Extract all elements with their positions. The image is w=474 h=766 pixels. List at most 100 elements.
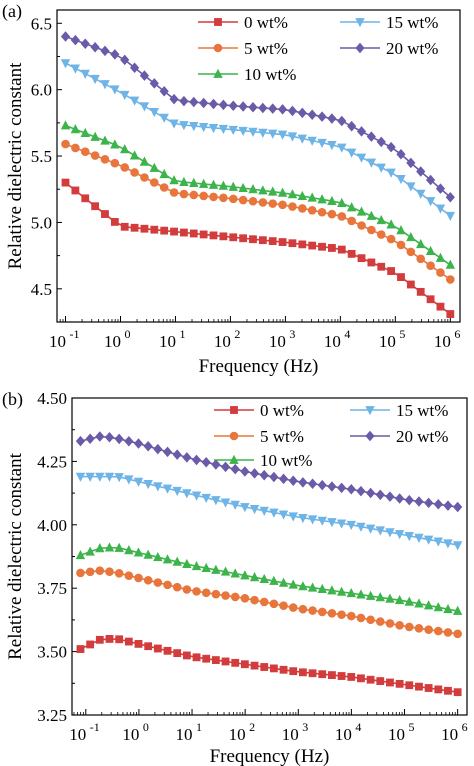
legend-marker <box>355 42 365 54</box>
data-point <box>277 104 288 115</box>
data-point <box>220 461 231 473</box>
series-line <box>80 435 458 508</box>
data-point <box>367 258 376 267</box>
data-point <box>433 537 443 547</box>
data-point <box>337 610 346 619</box>
data-point <box>179 189 189 199</box>
x-tick-exponent: -1 <box>70 327 80 341</box>
data-point <box>444 686 452 695</box>
y-tick-label: 4.5 <box>31 280 52 299</box>
data-point <box>278 200 287 210</box>
data-point <box>375 489 385 501</box>
data-point <box>149 162 160 172</box>
data-point <box>85 567 95 577</box>
data-point <box>192 587 201 596</box>
data-point <box>445 191 455 203</box>
panel-label: (b) <box>2 389 23 410</box>
data-point <box>357 254 366 263</box>
data-point <box>179 121 189 131</box>
data-point <box>249 504 260 515</box>
x-tick-exponent: 6 <box>462 720 468 734</box>
data-point <box>201 493 211 504</box>
data-point <box>435 252 446 262</box>
data-point <box>95 472 105 482</box>
data-point <box>259 506 269 516</box>
data-point <box>198 178 209 188</box>
data-point <box>230 568 240 578</box>
data-point <box>240 570 250 580</box>
data-point <box>104 432 115 443</box>
data-point <box>277 130 288 140</box>
data-point <box>318 242 326 251</box>
data-point <box>248 127 258 137</box>
data-point <box>346 148 357 158</box>
data-point <box>356 126 367 137</box>
data-point <box>327 481 337 492</box>
x-tick-exponent: 2 <box>249 720 255 734</box>
data-point <box>191 491 202 501</box>
data-point <box>337 212 347 221</box>
y-tick-label: 5.0 <box>31 213 52 232</box>
data-point <box>375 617 385 626</box>
data-point <box>386 219 396 229</box>
data-point <box>211 564 221 574</box>
data-point <box>327 609 337 618</box>
data-point <box>218 180 229 190</box>
x-tick-label: 10 <box>388 725 405 744</box>
data-point <box>120 163 130 172</box>
data-point <box>446 275 455 284</box>
x-tick-label: 10 <box>122 725 139 744</box>
data-point <box>179 95 189 107</box>
data-point <box>268 237 277 246</box>
series-10-wt <box>60 120 456 269</box>
y-tick-label: 4.25 <box>37 452 67 471</box>
data-point <box>288 475 298 486</box>
data-point <box>230 592 240 602</box>
data-point <box>356 589 366 599</box>
data-point <box>95 431 105 442</box>
data-point <box>248 101 258 113</box>
plot-frame <box>56 9 461 323</box>
data-point <box>385 593 395 603</box>
data-point <box>317 138 327 149</box>
data-point <box>201 588 211 598</box>
data-point <box>101 210 109 218</box>
data-point <box>366 131 376 142</box>
data-point <box>150 225 159 234</box>
data-point <box>240 594 250 603</box>
data-point <box>211 589 221 599</box>
data-point <box>307 192 317 202</box>
data-point <box>288 603 298 612</box>
data-point <box>366 615 375 625</box>
data-point <box>405 681 414 690</box>
series-line <box>65 181 451 315</box>
data-point <box>453 501 463 513</box>
data-point <box>436 268 445 277</box>
data-point <box>114 542 124 552</box>
data-point <box>258 128 268 138</box>
data-point <box>182 452 192 463</box>
data-point <box>238 101 248 112</box>
data-point <box>60 59 71 69</box>
data-point <box>258 198 268 207</box>
data-point <box>201 562 211 572</box>
legend-label: 20 wt% <box>386 39 438 58</box>
data-point <box>385 619 395 628</box>
data-point <box>208 179 219 189</box>
data-point <box>268 199 278 208</box>
data-point <box>385 491 395 502</box>
data-point <box>386 234 396 244</box>
data-point <box>259 573 269 584</box>
data-point <box>278 577 289 587</box>
x-tick-label: 10 <box>159 332 176 351</box>
data-point <box>139 70 150 81</box>
data-point <box>336 519 347 529</box>
data-point <box>169 175 179 185</box>
data-point <box>287 132 298 142</box>
data-point <box>143 549 153 559</box>
data-point <box>416 254 426 264</box>
data-point <box>240 660 249 669</box>
data-point <box>424 625 433 634</box>
data-point <box>443 603 453 614</box>
data-point <box>124 475 134 485</box>
